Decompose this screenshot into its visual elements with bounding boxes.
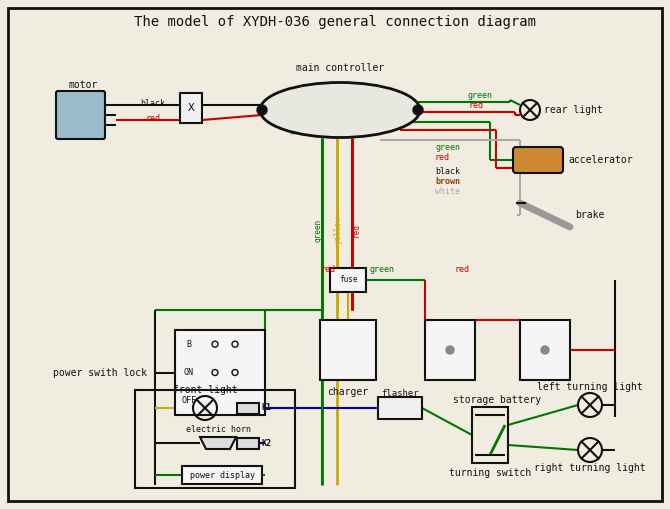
Text: rear light: rear light <box>544 105 603 115</box>
Ellipse shape <box>260 82 420 137</box>
Text: black: black <box>435 166 460 176</box>
Bar <box>175 330 265 415</box>
Text: red: red <box>455 266 470 274</box>
Text: ON: ON <box>184 368 194 377</box>
Text: electric horn: electric horn <box>186 425 251 434</box>
Text: red: red <box>145 114 161 123</box>
Text: red: red <box>435 154 450 162</box>
Bar <box>472 407 508 463</box>
Text: fuse: fuse <box>339 275 357 285</box>
Text: K2: K2 <box>261 438 271 447</box>
Text: green: green <box>468 91 493 99</box>
FancyBboxPatch shape <box>56 91 105 139</box>
Text: front light: front light <box>173 385 237 395</box>
Text: flasher: flasher <box>381 388 419 398</box>
Polygon shape <box>200 437 236 449</box>
Circle shape <box>446 346 454 354</box>
Text: red: red <box>320 266 335 274</box>
Text: B: B <box>186 340 192 349</box>
Text: brake: brake <box>575 210 604 220</box>
Text: green: green <box>370 266 395 274</box>
Text: OFF: OFF <box>182 397 196 405</box>
Bar <box>135 390 295 488</box>
Text: red: red <box>352 223 360 237</box>
Text: accelerator: accelerator <box>568 155 632 165</box>
Text: storage battery: storage battery <box>454 395 541 405</box>
Text: motor: motor <box>68 80 98 90</box>
Text: black: black <box>141 99 165 107</box>
Text: power display: power display <box>190 470 255 479</box>
Text: yellow: yellow <box>334 216 342 244</box>
Bar <box>520 320 570 380</box>
Text: power swith lock: power swith lock <box>53 367 147 378</box>
Text: X: X <box>188 103 194 113</box>
FancyBboxPatch shape <box>513 147 563 173</box>
Bar <box>237 438 259 449</box>
Circle shape <box>257 105 267 115</box>
Text: red: red <box>468 100 483 109</box>
Text: charger: charger <box>328 387 368 397</box>
Bar <box>180 93 202 123</box>
Bar <box>425 320 475 380</box>
Text: right turning light: right turning light <box>534 463 646 473</box>
Bar <box>237 403 259 414</box>
Text: main controller: main controller <box>296 63 384 73</box>
Text: green: green <box>435 144 460 153</box>
Text: brown: brown <box>435 177 460 185</box>
Text: K1: K1 <box>261 404 271 412</box>
Text: green: green <box>314 218 322 242</box>
Text: white: white <box>435 186 460 195</box>
Circle shape <box>413 105 423 115</box>
Text: left turning light: left turning light <box>537 382 643 392</box>
Text: The model of XYDH-036 general connection diagram: The model of XYDH-036 general connection… <box>134 15 536 29</box>
Bar <box>330 268 366 292</box>
Bar <box>378 397 422 419</box>
Text: turning switch: turning switch <box>449 468 531 478</box>
Circle shape <box>541 346 549 354</box>
Bar <box>320 320 376 380</box>
Bar <box>182 466 262 484</box>
